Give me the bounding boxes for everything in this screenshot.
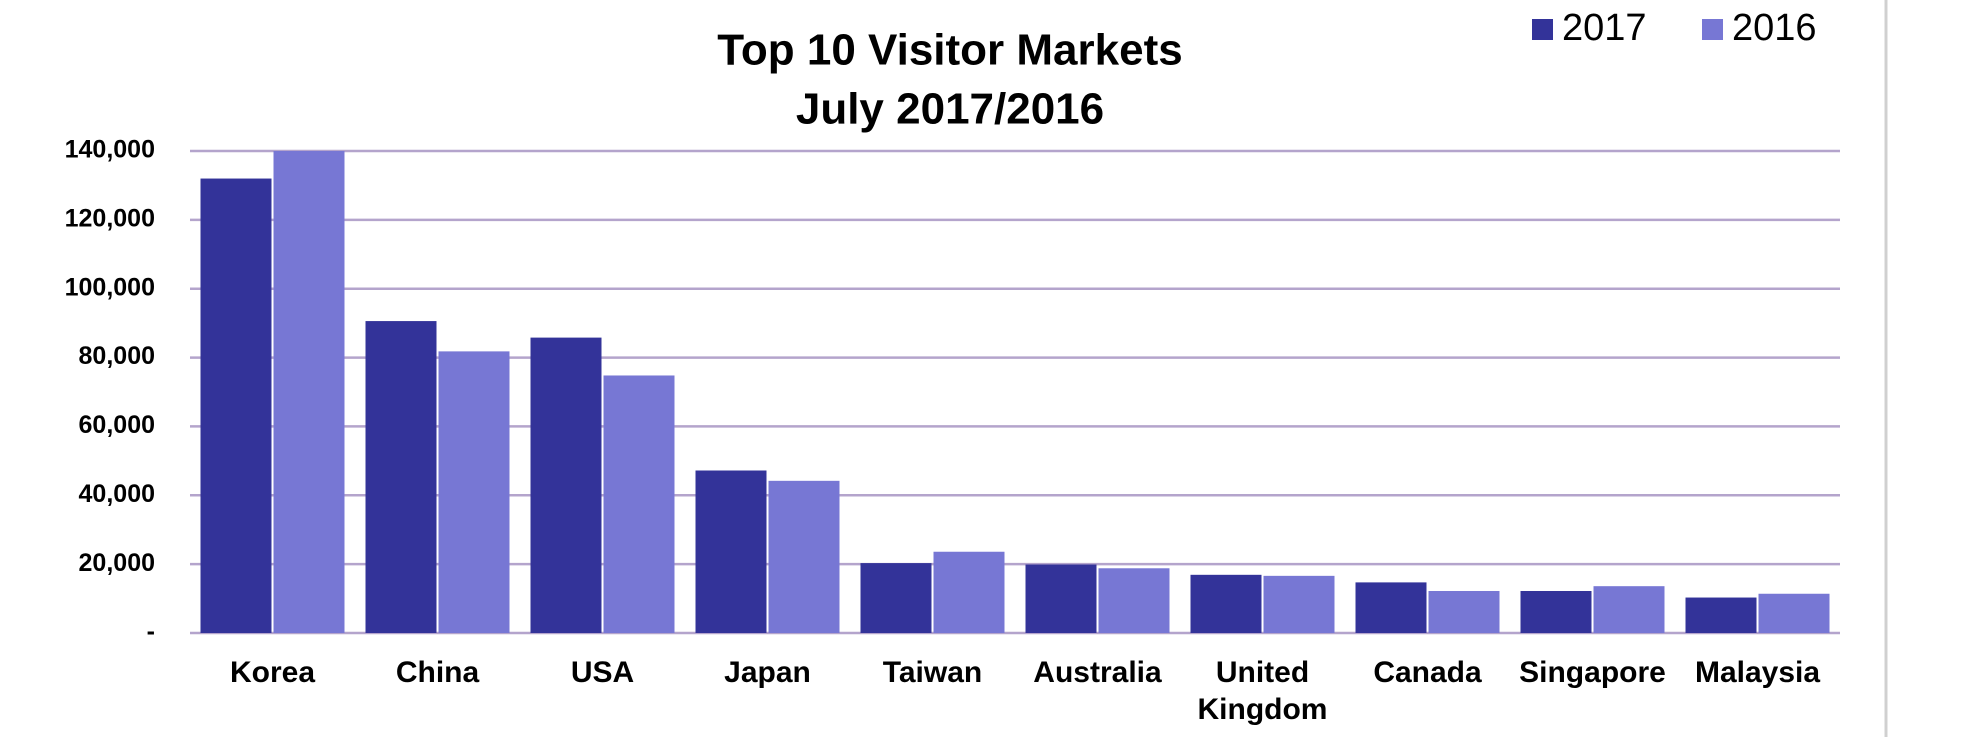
bar — [1685, 597, 1757, 633]
bar — [365, 321, 437, 633]
x-tick-label: Japan — [724, 656, 811, 689]
x-tick-label: United Kingdom — [1197, 656, 1328, 726]
bar — [933, 551, 1005, 633]
y-tick-label: 60,000 — [79, 411, 155, 439]
y-tick-label: - — [147, 618, 155, 646]
bar — [1263, 575, 1335, 633]
bar — [695, 470, 767, 633]
legend-swatch — [1702, 19, 1723, 40]
y-tick-label: 40,000 — [79, 480, 155, 508]
x-tick-label: Korea — [229, 656, 316, 689]
bar — [1098, 568, 1170, 633]
y-tick-label: 120,000 — [65, 204, 155, 232]
bar — [860, 563, 932, 633]
bar — [1025, 564, 1097, 633]
chart-title: Top 10 Visitor Markets — [717, 26, 1182, 75]
bar — [1355, 582, 1427, 633]
bar — [1520, 590, 1592, 633]
bar — [438, 351, 510, 633]
bar — [1758, 593, 1830, 633]
bar — [1428, 590, 1500, 633]
x-tick-label: Taiwan — [882, 656, 983, 689]
y-tick-label: 100,000 — [65, 273, 155, 301]
y-tick-label: 80,000 — [79, 342, 155, 370]
x-tick-label: Canada — [1373, 656, 1482, 689]
x-tick-label: Malaysia — [1694, 656, 1821, 689]
x-tick-label: China — [395, 656, 480, 689]
bar — [1593, 586, 1665, 633]
legend-label: 2016 — [1732, 7, 1817, 49]
y-tick-label: 140,000 — [65, 136, 155, 164]
x-tick-label: Australia — [1033, 656, 1162, 689]
y-tick-label: 20,000 — [79, 549, 155, 577]
bar — [768, 480, 840, 633]
bar — [530, 337, 602, 633]
bar — [1190, 574, 1262, 633]
chart-subtitle: July 2017/2016 — [796, 85, 1104, 134]
bar — [273, 151, 345, 633]
x-tick-label: USA — [570, 656, 635, 689]
bar — [200, 178, 272, 634]
x-tick-label: Singapore — [1519, 656, 1666, 689]
legend-label: 2017 — [1562, 7, 1647, 49]
bar — [603, 375, 675, 633]
legend-swatch — [1532, 19, 1553, 40]
